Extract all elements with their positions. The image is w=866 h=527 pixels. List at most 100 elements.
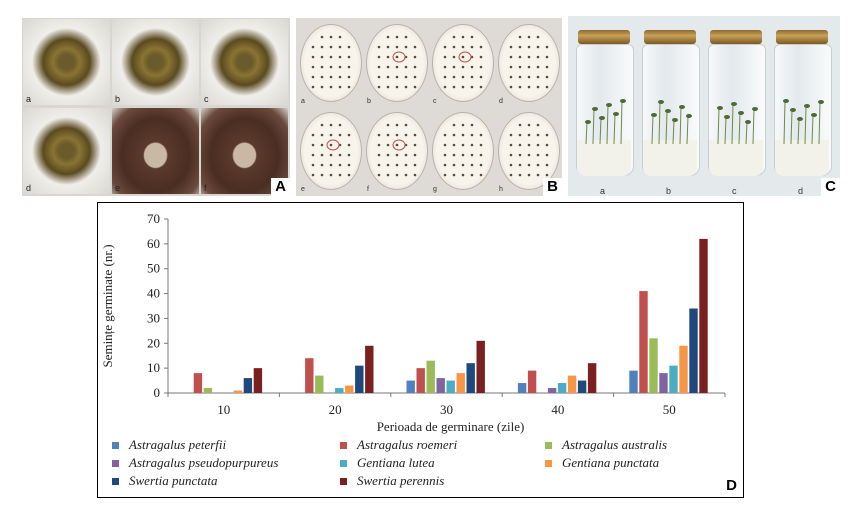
bar-gentiana-punctata-20 xyxy=(345,385,354,393)
legend-label: Astragalus pseudopurpureus xyxy=(129,455,279,470)
y-tick-label: 60 xyxy=(147,236,160,251)
legend-swatch xyxy=(340,477,347,485)
legend-swatch xyxy=(340,441,347,449)
culture-jar-sublabel: c xyxy=(732,186,737,196)
bar-gentiana-lutea-30 xyxy=(446,380,455,393)
bar-gentiana-punctata-30 xyxy=(456,373,465,393)
legend-item-astragalus-peterfii: Astragalus peterfii xyxy=(112,437,226,453)
legend-item-astragalus-roemeri: Astragalus roemeri xyxy=(340,437,457,453)
bar-swertia-perennis-10 xyxy=(253,368,263,393)
panel-d-germination-chart: 0 10 20 30 40 50 60 70 Semințe germinate (nr.) 10… xyxy=(97,202,744,498)
culture-jar-sublabel: a xyxy=(600,186,606,196)
x-tick-label: 40 xyxy=(551,402,564,417)
y-tick-label: 40 xyxy=(147,286,160,301)
legend-swatch xyxy=(112,477,119,485)
seed-photo-sublabel: f xyxy=(204,183,207,193)
seed-photo-sublabel: a xyxy=(26,94,32,104)
bar-gentiana-punctata-50 xyxy=(679,345,688,393)
petri-dish-g: g xyxy=(431,109,495,193)
bar-gentiana-punctata-40 xyxy=(567,375,577,393)
bar-astragalus-roemeri-30 xyxy=(416,368,425,393)
bar-astragalus-australis-50 xyxy=(649,338,658,393)
legend-item-astragalus-pseudopurpureus: Astragalus pseudopurpureus xyxy=(112,455,278,471)
bar-swertia-punctata-20 xyxy=(355,365,364,393)
culture-jar-c: c xyxy=(706,30,766,196)
seed-photo-sublabel: b xyxy=(115,94,121,104)
bar-astragalus-pseudopurpureus-50 xyxy=(659,373,668,393)
bar-astragalus-peterfii-40 xyxy=(517,383,527,393)
y-tick-label: 0 xyxy=(154,385,161,400)
petri-dish-b: b xyxy=(365,21,429,105)
seed-photo-d: d xyxy=(23,108,110,194)
bar-swertia-punctata-40 xyxy=(577,380,587,393)
legend-label: Astragalus peterfii xyxy=(129,437,227,452)
culture-jar-b: b xyxy=(640,30,700,196)
bar-swertia-perennis-50 xyxy=(699,238,708,393)
bar-astragalus-roemeri-50 xyxy=(639,291,648,393)
panel-b-petri-dishes: a b c d e f g h B xyxy=(296,18,562,196)
y-tick-label: 30 xyxy=(147,310,160,325)
bar-astragalus-australis-30 xyxy=(426,360,435,393)
x-tick-label: 10 xyxy=(217,402,230,417)
bar-swertia-perennis-30 xyxy=(476,340,485,393)
bar-astragalus-australis-20 xyxy=(315,375,324,393)
petri-dish-sublabel: e xyxy=(301,186,305,193)
panel-a-seed-photos: a b c d e f A xyxy=(22,18,290,196)
y-tick-label: 50 xyxy=(147,261,160,276)
legend-label: Astragalus australis xyxy=(562,437,668,452)
panel-b-label: B xyxy=(543,178,562,196)
bar-astragalus-roemeri-40 xyxy=(527,370,537,393)
bar-gentiana-lutea-40 xyxy=(557,383,567,393)
x-tick-label: 50 xyxy=(663,402,676,417)
petri-dish-sublabel: c xyxy=(433,98,437,105)
bar-gentiana-lutea-50 xyxy=(669,365,678,393)
bar-swertia-perennis-20 xyxy=(365,345,374,393)
seed-photo-c: c xyxy=(201,19,288,105)
legend-label: Gentiana lutea xyxy=(357,455,435,470)
y-tick-label: 10 xyxy=(147,360,160,375)
legend-item-gentiana-punctata: Gentiana punctata xyxy=(545,455,659,471)
legend-item-swertia-perennis: Swertia perennis xyxy=(340,473,444,489)
legend-item-astragalus-australis: Astragalus australis xyxy=(545,437,667,453)
petri-dish-sublabel: d xyxy=(499,98,503,105)
petri-dish-sublabel: b xyxy=(367,98,371,105)
culture-jar-sublabel: d xyxy=(798,186,804,196)
legend-swatch xyxy=(112,441,119,449)
bar-astragalus-pseudopurpureus-30 xyxy=(436,378,445,393)
legend-swatch xyxy=(112,459,119,467)
petri-dish-e: e xyxy=(299,109,363,193)
legend-swatch xyxy=(545,441,552,449)
y-axis-label: Semințe germinate (nr.) xyxy=(100,244,115,367)
culture-jar-a: a xyxy=(574,30,634,196)
bar-astragalus-roemeri-20 xyxy=(305,358,314,393)
bar-gentiana-punctata-10 xyxy=(233,390,243,393)
petri-dish-f: f xyxy=(365,109,429,193)
seed-photo-sublabel: d xyxy=(26,183,32,193)
bar-astragalus-pseudopurpureus-40 xyxy=(547,388,557,393)
petri-dish-sublabel: a xyxy=(301,98,305,105)
petri-dish-c: c xyxy=(431,21,495,105)
legend-label: Gentiana punctata xyxy=(562,455,660,470)
seed-photo-b: b xyxy=(112,19,199,105)
y-tick-label: 70 xyxy=(147,211,160,226)
bar-swertia-punctata-50 xyxy=(689,308,698,393)
culture-jar-sublabel: b xyxy=(666,186,672,196)
legend-label: Astragalus roemeri xyxy=(357,437,458,452)
legend-swatch xyxy=(340,459,347,467)
seed-photo-sublabel: e xyxy=(115,183,121,193)
bar-astragalus-peterfii-50 xyxy=(629,370,638,393)
bar-swertia-perennis-40 xyxy=(587,363,597,393)
germination-bar-chart: 0 10 20 30 40 50 60 70 Semințe germinate (nr.) 10… xyxy=(100,211,726,434)
bar-gentiana-lutea-20 xyxy=(335,388,344,393)
bar-astragalus-roemeri-10 xyxy=(193,373,203,393)
petri-dish-h: h xyxy=(497,109,561,193)
petri-dish-sublabel: g xyxy=(433,186,437,193)
x-tick-label: 20 xyxy=(329,402,342,417)
culture-jar-d: d xyxy=(772,30,832,196)
seed-photo-a: a xyxy=(23,19,110,105)
y-tick-label: 20 xyxy=(147,335,160,350)
legend-swatch xyxy=(545,459,552,467)
panel-d-label: D xyxy=(722,477,741,495)
x-tick-label: 30 xyxy=(440,402,453,417)
